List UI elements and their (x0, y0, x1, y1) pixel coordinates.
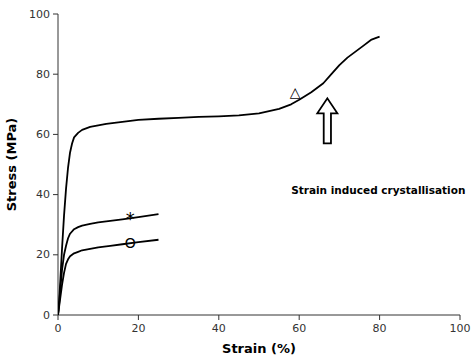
y-tick (53, 254, 58, 255)
y-tick-label: 60 (36, 128, 50, 141)
annotation: Strain induced crystallisation (291, 184, 465, 196)
y-axis-line (58, 14, 59, 315)
y-tick (53, 74, 58, 75)
curve-marker-label: △ (290, 84, 301, 100)
plot-area (58, 37, 380, 315)
x-tick (299, 315, 300, 320)
y-tick (53, 134, 58, 135)
y-tick (53, 315, 58, 316)
y-tick-label: 80 (36, 68, 50, 81)
y-tick-label: 40 (36, 188, 50, 201)
x-axis-label: Strain (%) (222, 341, 296, 356)
y-tick-label: 100 (29, 8, 50, 21)
curve-marker-label: O (125, 235, 136, 251)
curve (58, 214, 159, 315)
y-tick (53, 194, 58, 195)
x-tick (58, 315, 59, 320)
curve-marker-label: * (126, 208, 135, 229)
x-tick (379, 315, 380, 320)
x-tick-label: 20 (131, 322, 145, 335)
x-tick-label: 60 (292, 322, 306, 335)
curve (58, 37, 380, 315)
x-tick-label: 40 (212, 322, 226, 335)
arrow (317, 98, 337, 143)
curve (58, 240, 159, 315)
chart: 0 20 40 60 80 100 0 20 40 60 80 100 Strain (%) Stress… (0, 0, 474, 361)
y-axis-label: Stress (MPa) (4, 118, 19, 212)
y-tick-label: 20 (36, 248, 50, 261)
y-tick-label: 0 (43, 309, 50, 322)
x-tick (218, 315, 219, 320)
x-axis-line (58, 315, 460, 316)
x-tick (460, 315, 461, 320)
y-tick (53, 14, 58, 15)
x-tick-label: 80 (373, 322, 387, 335)
x-tick (138, 315, 139, 320)
x-tick-label: 0 (55, 322, 62, 335)
x-tick-label: 100 (450, 322, 471, 335)
